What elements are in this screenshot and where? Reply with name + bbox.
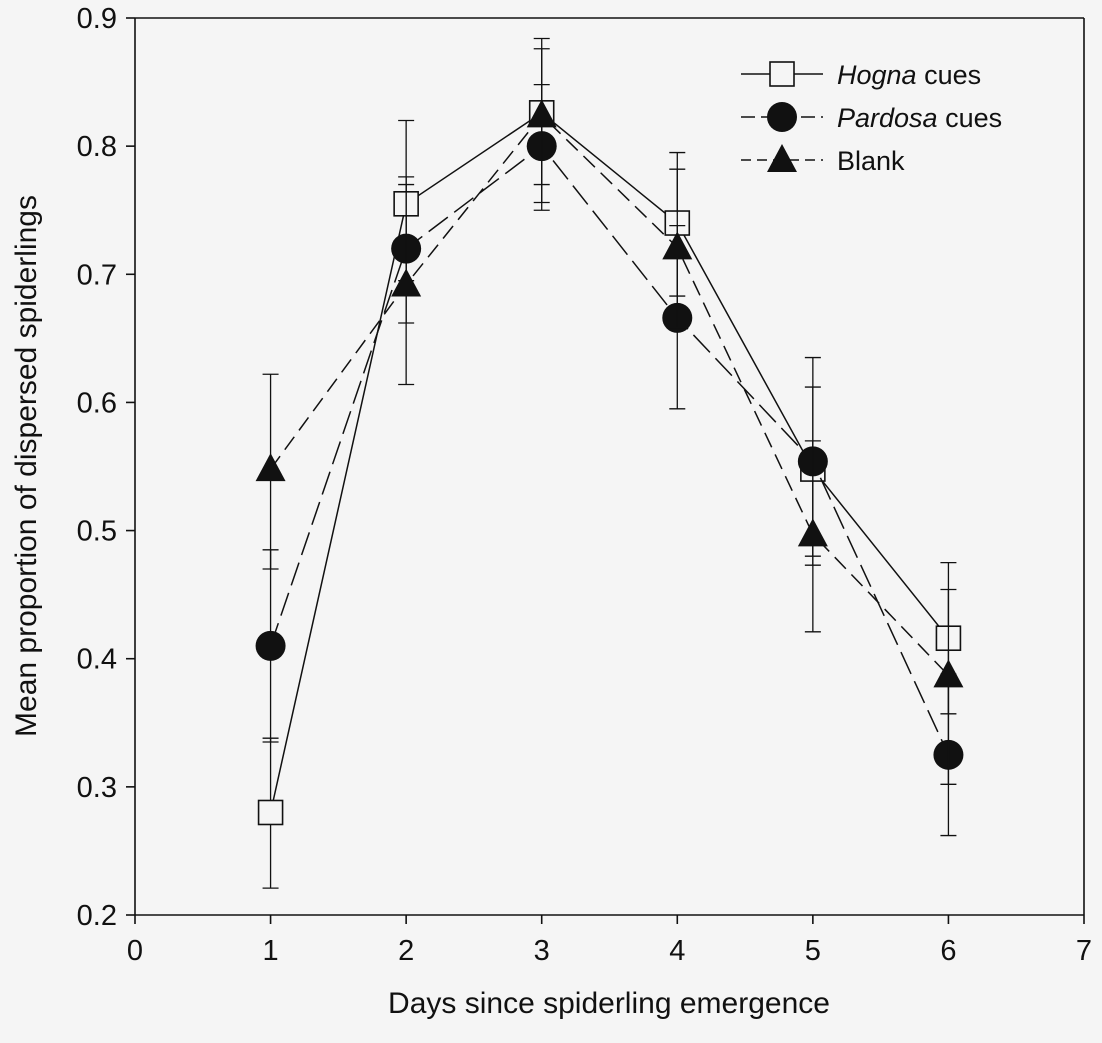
data-point (255, 630, 286, 661)
legend-label: Blank (837, 146, 905, 176)
legend-marker (767, 144, 797, 172)
data-point (797, 518, 828, 547)
legend-label-italic: Hogna (837, 60, 917, 90)
y-tick-label: 0.2 (77, 900, 117, 932)
legend-marker (769, 61, 795, 87)
series-line (269, 111, 950, 813)
legend-marker (767, 102, 797, 132)
x-tick-label: 7 (1076, 935, 1092, 967)
x-tick-label: 6 (940, 935, 956, 967)
x-tick-label: 1 (263, 935, 279, 967)
legend-label: Pardosa cues (837, 103, 1002, 133)
y-tick-label: 0.8 (77, 131, 117, 163)
x-tick-label: 5 (805, 935, 821, 967)
y-tick-label: 0.5 (77, 516, 117, 548)
x-tick-label: 3 (534, 935, 550, 967)
y-tick-label: 0.3 (77, 772, 117, 804)
x-tick-label: 2 (398, 935, 414, 967)
legend-label-text: Blank (837, 146, 905, 176)
legend-label-text: cues (917, 60, 982, 90)
y-tick-label: 0.7 (77, 259, 117, 291)
legend-item: Pardosa cues (741, 102, 1002, 133)
y-axis-title: Mean proportion of dispersed spiderlings (10, 195, 43, 737)
x-axis-ticks: 0 1 2 3 4 5 6 7 (127, 915, 1092, 967)
x-axis-title: Days since spiderling emergence (388, 987, 830, 1020)
y-axis-ticks: 0.2 0.3 0.4 0.5 0.6 0.7 0.8 0.9 (77, 3, 135, 932)
series-layer (255, 37, 964, 889)
data-point (257, 799, 284, 826)
x-tick-label: 4 (669, 935, 685, 967)
legend-item: Blank (741, 144, 905, 176)
legend-label-text: cues (938, 103, 1003, 133)
series-line (269, 145, 950, 756)
series-blank (255, 48, 964, 785)
data-point (933, 659, 964, 688)
legend-label: Hogna cues (837, 60, 981, 90)
plot-frame (134, 17, 1085, 916)
legend-label-italic: Pardosa (837, 103, 938, 133)
data-point (255, 453, 286, 482)
series-pardosa-cues (255, 83, 964, 837)
data-point (662, 231, 693, 260)
series-line (269, 114, 949, 676)
y-tick-label: 0.6 (77, 387, 117, 419)
y-tick-label: 0.9 (77, 3, 117, 35)
x-tick-label: 0 (127, 935, 143, 967)
data-point (526, 99, 557, 128)
y-tick-label: 0.4 (77, 644, 117, 676)
legend-item: Hogna cues (741, 60, 981, 90)
data-point (391, 268, 422, 297)
